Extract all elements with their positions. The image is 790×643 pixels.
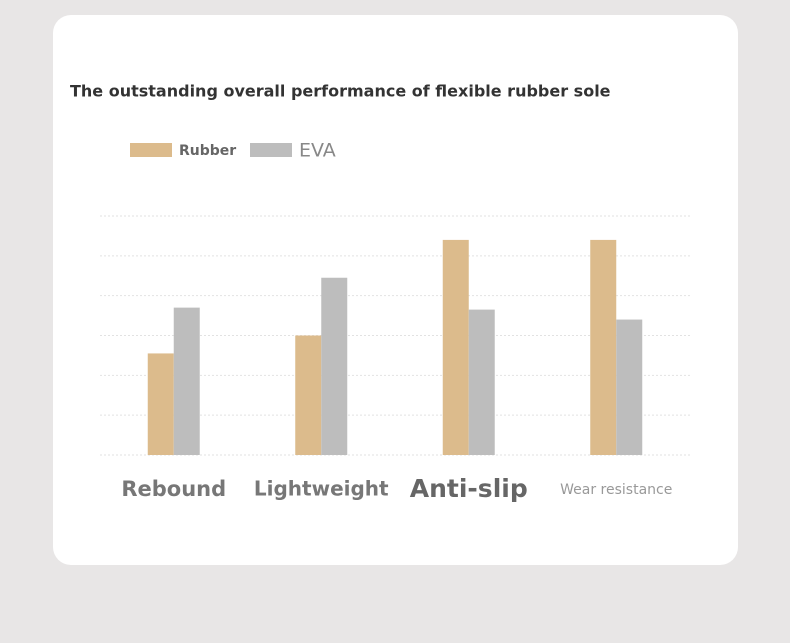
- bar: [468, 309, 495, 455]
- chart-title: The outstanding overall performance of f…: [70, 82, 611, 101]
- x-tick-label: Wear resistance: [560, 482, 672, 498]
- bar: [321, 277, 348, 455]
- bar: [616, 319, 643, 455]
- bar: [147, 353, 174, 455]
- x-tick-label: Lightweight: [254, 477, 389, 501]
- bar: [173, 307, 200, 455]
- legend-label: Rubber: [179, 143, 236, 159]
- legend-swatch: [130, 143, 172, 157]
- x-tick-label: Rebound: [121, 477, 226, 501]
- legend-label: EVA: [299, 140, 336, 162]
- legend-swatch: [250, 143, 292, 157]
- bar: [442, 239, 469, 455]
- bar: [590, 239, 617, 455]
- card: [53, 15, 738, 565]
- bar: [295, 335, 322, 455]
- x-tick-label: Anti-slip: [410, 474, 528, 503]
